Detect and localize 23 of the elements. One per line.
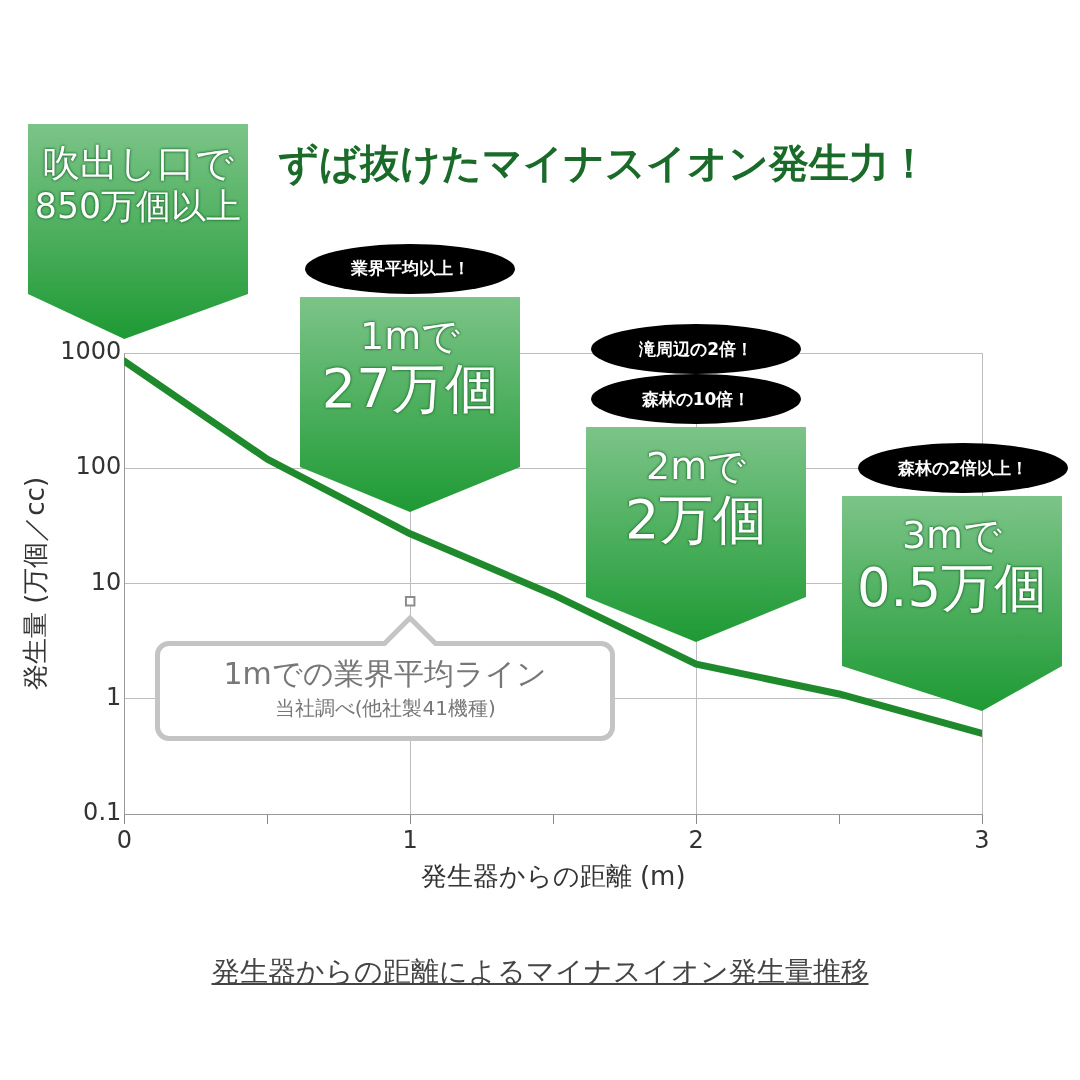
annotation: 当社調べ(他社製41機種) [273,695,497,723]
text: 吹出し口で 850万個以上 [33,141,243,226]
annotation: 2mで 2万個 [623,444,769,551]
annotation: 1mでの業界平均ライン [222,655,548,694]
oval-badge: 森林の10倍！ [591,374,802,425]
y-tick-label: 0.1 [83,798,122,827]
y-axis-title: 発生量 (万個／cc) [20,476,51,691]
x-axis-title: 発生器からの距離 (m) [420,861,686,892]
annotation: 1mで 27万個 [320,313,500,421]
y-tick-label: 100 [75,452,122,481]
y-tick-label: 1 [106,682,122,711]
annotation: 3mで 0.5万個 [856,513,1048,619]
oval-badge: 業界平均以上！ [305,243,516,294]
x-tick-label: 1 [402,825,418,854]
y-tick-label: 1000 [60,337,122,366]
text: 発生器からの距離によるマイナスイオン発生量推移 [210,954,870,990]
chart-title: ずば抜けたマイナスイオン発生力！ [278,139,929,188]
oval-badge: 森林の2倍以上！ [858,443,1068,494]
x-tick-label: 0 [116,825,132,854]
x-tick-label: 3 [974,825,990,854]
oval-badge: 滝周辺の2倍！ [591,324,802,375]
y-tick-label: 10 [90,567,122,596]
x-tick-label: 2 [688,825,704,854]
